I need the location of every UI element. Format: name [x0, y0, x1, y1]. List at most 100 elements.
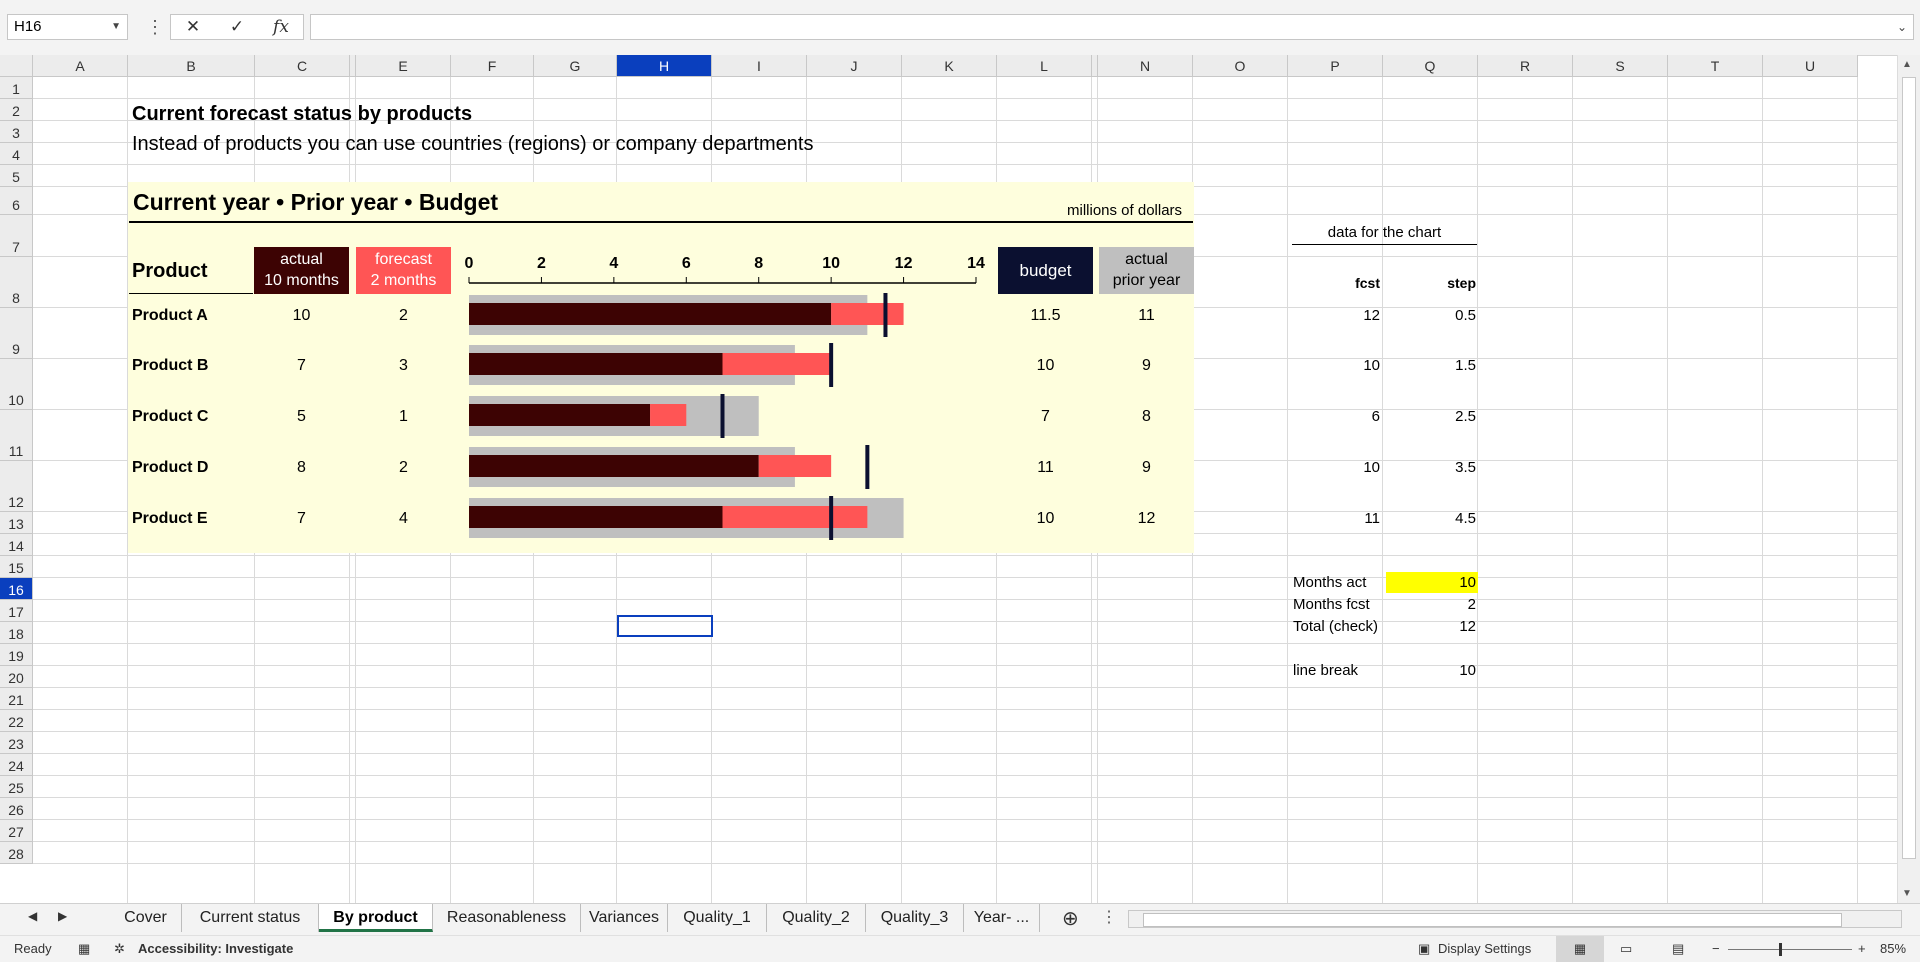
- column-header-U[interactable]: U: [1763, 55, 1858, 77]
- row-header-26[interactable]: 26: [0, 798, 33, 820]
- sheet-tab[interactable]: Cover: [110, 904, 182, 932]
- row-header-17[interactable]: 17: [0, 600, 33, 622]
- row-header-9[interactable]: 9: [0, 308, 33, 359]
- zoom-level[interactable]: 85%: [1880, 941, 1907, 956]
- fcst-value[interactable]: 12: [1363, 307, 1380, 324]
- budget-value[interactable]: 7: [1041, 408, 1050, 425]
- column-header-Q[interactable]: Q: [1383, 55, 1478, 77]
- name-box[interactable]: H16 ▼: [7, 14, 128, 40]
- fcst-value[interactable]: 6: [1371, 408, 1380, 425]
- column-header-A[interactable]: A: [33, 55, 128, 77]
- row-header-15[interactable]: 15: [0, 556, 33, 578]
- column-header-K[interactable]: K: [902, 55, 997, 77]
- column-header-P[interactable]: P: [1288, 55, 1383, 77]
- more-options-icon[interactable]: ⋮: [146, 17, 164, 37]
- row-header-22[interactable]: 22: [0, 710, 33, 732]
- row-header-11[interactable]: 11: [0, 410, 33, 461]
- forecast-value[interactable]: 2: [399, 307, 408, 324]
- row-header-16[interactable]: 16: [0, 578, 33, 600]
- forecast-value[interactable]: 2: [399, 459, 408, 476]
- step-value[interactable]: 4.5: [1455, 510, 1476, 527]
- sheet-tab[interactable]: Variances: [581, 904, 668, 932]
- add-sheet-icon[interactable]: ⊕: [1062, 908, 1079, 930]
- row-header-20[interactable]: 20: [0, 666, 33, 688]
- actual-value[interactable]: 7: [297, 357, 306, 374]
- forecast-value[interactable]: 3: [399, 357, 408, 374]
- display-settings[interactable]: Display Settings: [1438, 941, 1532, 956]
- normal-view-icon[interactable]: ▦: [1556, 936, 1604, 962]
- cancel-icon[interactable]: ✕: [185, 17, 201, 36]
- zoom-in-icon[interactable]: +: [1858, 941, 1866, 956]
- horizontal-scroll-thumb[interactable]: [1143, 913, 1842, 927]
- line-break-value[interactable]: 10: [1459, 662, 1476, 679]
- tab-scroll-left-icon[interactable]: ◀: [28, 909, 38, 923]
- column-header-M[interactable]: [1092, 55, 1098, 77]
- row-header-3[interactable]: 3: [0, 121, 33, 143]
- total-value[interactable]: 12: [1459, 618, 1476, 635]
- prior-value[interactable]: 9: [1142, 357, 1151, 374]
- row-header-12[interactable]: 12: [0, 461, 33, 512]
- column-header-I[interactable]: I: [712, 55, 807, 77]
- vertical-scroll-thumb[interactable]: [1902, 77, 1916, 859]
- scroll-up-icon[interactable]: ▲: [1902, 59, 1912, 70]
- page-break-icon[interactable]: ▤: [1672, 941, 1685, 956]
- macro-record-icon[interactable]: ▦: [78, 941, 91, 956]
- prior-value[interactable]: 9: [1142, 459, 1151, 476]
- column-header-B[interactable]: B: [128, 55, 255, 77]
- actual-value[interactable]: 10: [292, 307, 311, 324]
- sheet-tab[interactable]: By product: [319, 904, 433, 932]
- row-header-21[interactable]: 21: [0, 688, 33, 710]
- actual-value[interactable]: 5: [297, 408, 306, 425]
- sheet-tab[interactable]: Year- ...: [964, 904, 1040, 932]
- row-header-6[interactable]: 6: [0, 187, 33, 215]
- step-value[interactable]: 2.5: [1455, 408, 1476, 425]
- sheet-tab[interactable]: Quality_1: [668, 904, 767, 932]
- row-header-25[interactable]: 25: [0, 776, 33, 798]
- column-header-J[interactable]: J: [807, 55, 902, 77]
- step-value[interactable]: 1.5: [1455, 357, 1476, 374]
- tab-options-icon[interactable]: ⋮: [1101, 909, 1117, 926]
- column-header-T[interactable]: T: [1668, 55, 1763, 77]
- chevron-down-icon[interactable]: ▼: [111, 21, 121, 32]
- scroll-down-icon[interactable]: ▼: [1902, 888, 1912, 899]
- column-header-F[interactable]: F: [451, 55, 534, 77]
- column-header-E[interactable]: E: [356, 55, 451, 77]
- months-act-value[interactable]: 10: [1459, 574, 1476, 591]
- row-header-23[interactable]: 23: [0, 732, 33, 754]
- vertical-scrollbar[interactable]: ▲ ▼: [1897, 55, 1920, 903]
- accessibility-status[interactable]: Accessibility: Investigate: [138, 941, 294, 956]
- column-header-H[interactable]: H: [617, 55, 712, 77]
- row-header-28[interactable]: 28: [0, 842, 33, 864]
- column-header-D[interactable]: [350, 55, 356, 77]
- step-value[interactable]: 3.5: [1455, 459, 1476, 476]
- row-header-18[interactable]: 18: [0, 622, 33, 644]
- zoom-slider-handle[interactable]: [1779, 943, 1782, 956]
- function-icon[interactable]: fx: [273, 17, 289, 37]
- select-all-corner[interactable]: [0, 55, 33, 77]
- column-header-G[interactable]: G: [534, 55, 617, 77]
- row-header-27[interactable]: 27: [0, 820, 33, 842]
- selected-cell[interactable]: [617, 615, 713, 637]
- fcst-value[interactable]: 10: [1363, 357, 1380, 374]
- forecast-value[interactable]: 4: [399, 510, 408, 527]
- row-header-10[interactable]: 10: [0, 359, 33, 410]
- tab-scroll-right-icon[interactable]: ▶: [58, 909, 68, 923]
- row-header-14[interactable]: 14: [0, 534, 33, 556]
- forecast-value[interactable]: 1: [399, 408, 408, 425]
- formula-input[interactable]: ⌄: [310, 14, 1914, 40]
- column-header-S[interactable]: S: [1573, 55, 1668, 77]
- prior-value[interactable]: 8: [1142, 408, 1151, 425]
- months-fcst-value[interactable]: 2: [1467, 596, 1476, 613]
- column-header-R[interactable]: R: [1478, 55, 1573, 77]
- prior-value[interactable]: 11: [1138, 307, 1155, 324]
- sheet-tab[interactable]: Quality_3: [866, 904, 964, 932]
- horizontal-scrollbar[interactable]: [1128, 910, 1902, 928]
- actual-value[interactable]: 8: [297, 459, 306, 476]
- column-header-L[interactable]: L: [997, 55, 1092, 77]
- budget-value[interactable]: 11: [1037, 459, 1054, 476]
- row-header-24[interactable]: 24: [0, 754, 33, 776]
- sheet-tab[interactable]: Quality_2: [767, 904, 866, 932]
- budget-value[interactable]: 10: [1036, 357, 1055, 374]
- column-header-N[interactable]: N: [1098, 55, 1193, 77]
